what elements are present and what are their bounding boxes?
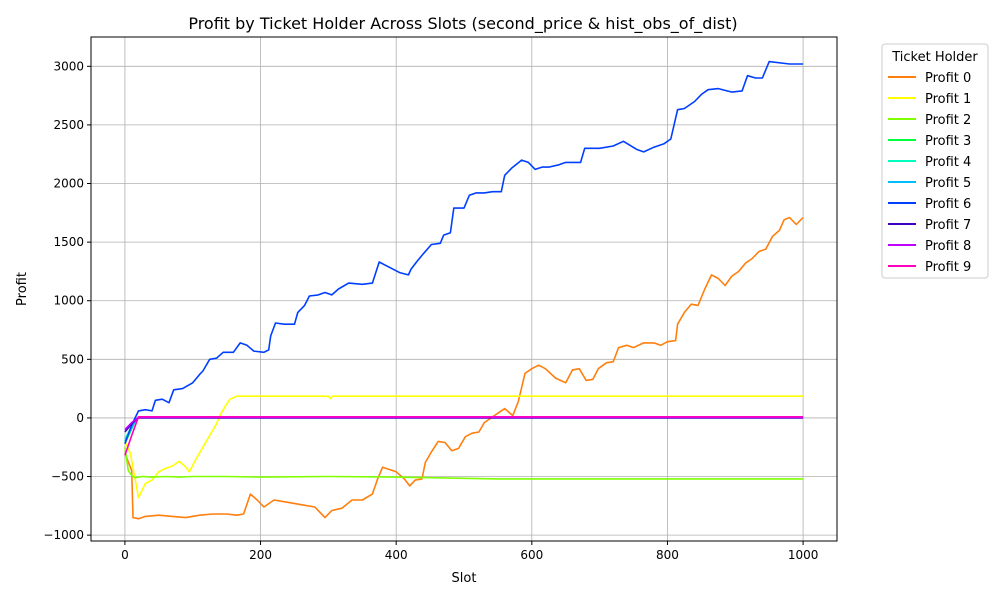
chart-title: Profit by Ticket Holder Across Slots (se… [188,14,737,34]
legend-title: Ticket Holder [891,50,978,65]
series-line-profit-0 [124,216,804,520]
grid [91,37,837,541]
x-tick-label: 400 [385,548,408,562]
y-tick-label: 1000 [53,294,84,308]
y-tick-label: 3000 [53,59,84,73]
axis-ticks: 0 200 400 600 800 1000 −1000 −500 0 500 1000 1500 20… [43,59,818,562]
series-line-profit-2 [124,447,804,480]
legend-label: Profit 0 [925,71,971,86]
legend-item-profit-9: Profit 9 [888,260,971,275]
y-axis-label: Profit [15,272,30,306]
legend-label: Profit 9 [925,260,971,275]
legend-label: Profit 2 [925,113,971,128]
legend-label: Profit 5 [925,176,971,191]
plot-frame [90,36,838,542]
y-tick-label: 500 [61,352,84,366]
y-tick-label: 0 [76,411,84,425]
legend-items: Profit 0 Profit 1 Profit 2 Profit 3 Profit 4… [888,71,971,275]
legend-item-profit-4: Profit 4 [888,155,971,170]
x-tick-label: 200 [249,548,272,562]
legend-item-profit-7: Profit 7 [888,218,971,233]
series-line-profit-8 [124,416,804,431]
series-line-profit-1 [124,395,804,499]
legend-item-profit-3: Profit 3 [888,134,971,149]
legend-label: Profit 3 [925,134,971,149]
legend-label: Profit 4 [925,155,971,170]
legend-label: Profit 7 [925,218,971,233]
y-tick-label: 1500 [53,235,84,249]
x-tick-label: 1000 [788,548,819,562]
x-tick-label: 600 [520,548,543,562]
y-tick-label: −500 [51,470,84,484]
series-line-profit-4 [124,416,804,440]
legend-label: Profit 8 [925,239,971,254]
legend-item-profit-0: Profit 0 [888,71,971,86]
legend-item-profit-1: Profit 1 [888,92,971,107]
x-tick-label: 0 [121,548,129,562]
legend-item-profit-2: Profit 2 [888,113,971,128]
series-line-profit-6 [124,60,804,444]
series-lines [124,60,804,520]
legend-label: Profit 1 [925,92,971,107]
x-tick-label: 800 [656,548,679,562]
y-tick-label: 2000 [53,177,84,191]
series-line-profit-7 [124,417,804,433]
legend-item-profit-5: Profit 5 [888,176,971,191]
legend-box [881,43,989,279]
y-tick-label: −1000 [43,528,84,542]
legend-item-profit-6: Profit 6 [888,197,971,212]
legend-item-profit-8: Profit 8 [888,239,971,254]
x-axis-label: Slot [452,571,477,586]
legend-label: Profit 6 [925,197,971,212]
y-tick-label: 2500 [53,118,84,132]
series-line-profit-9 [124,416,804,456]
